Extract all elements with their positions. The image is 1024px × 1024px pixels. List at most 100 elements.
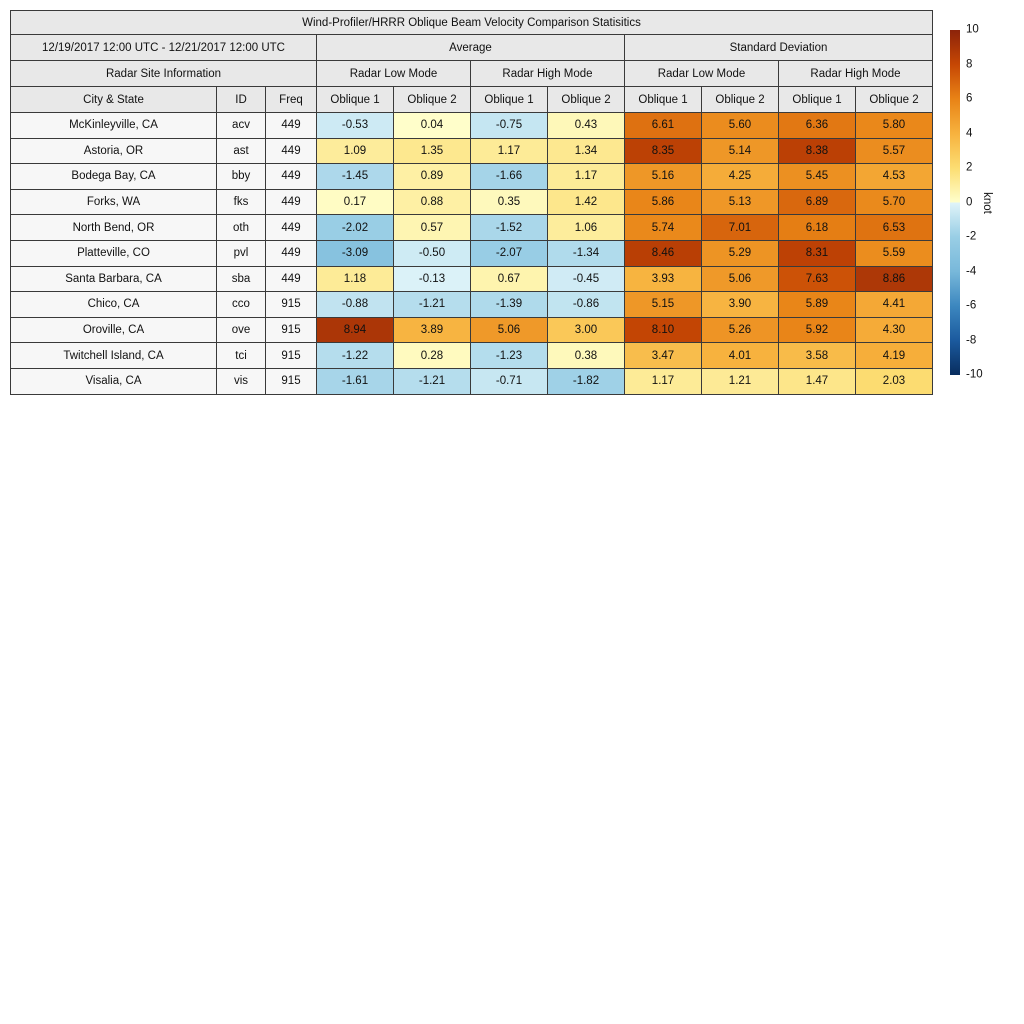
site-id-cell: oth xyxy=(216,214,266,241)
city-cell: Twitchell Island, CA xyxy=(10,342,217,369)
value-cell: 8.10 xyxy=(624,316,702,344)
value-cell: 6.61 xyxy=(624,112,702,139)
value-cell: 5.89 xyxy=(778,291,856,318)
value-cell: 4.19 xyxy=(855,342,933,369)
city-cell: Astoria, OR xyxy=(10,137,217,165)
value-cell: -0.86 xyxy=(547,291,625,318)
colorbar-tick-label: -10 xyxy=(966,368,983,381)
value-cell: 7.63 xyxy=(778,265,856,293)
value-cell: 1.42 xyxy=(547,188,625,216)
value-cell: 3.58 xyxy=(778,342,856,369)
value-cell: 0.43 xyxy=(547,112,625,139)
table-row: Bodega Bay, CA bby 449 -1.45 0.89 -1.66 1.17 5.… xyxy=(10,163,933,190)
value-cell: 1.17 xyxy=(470,137,548,165)
value-cell: 5.06 xyxy=(701,265,779,293)
table-row: Chico, CA cco 915 -0.88 -1.21 -1.39 -0.86 5.15 3… xyxy=(10,291,933,318)
site-id-cell: cco xyxy=(216,291,266,318)
value-cell: -1.45 xyxy=(316,163,394,190)
value-cell: 3.90 xyxy=(701,291,779,318)
value-cell: 5.92 xyxy=(778,316,856,344)
colorbar-unit-label: knot xyxy=(981,191,993,214)
freq-cell: 449 xyxy=(265,214,317,241)
value-cell: 5.80 xyxy=(855,112,933,139)
freq-cell: 449 xyxy=(265,163,317,190)
freq-cell: 915 xyxy=(265,316,317,344)
stats-table: Wind-Profiler/HRRR Oblique Beam Velocity… xyxy=(10,10,933,395)
value-cell: 1.17 xyxy=(624,367,702,395)
city-cell: Santa Barbara, CA xyxy=(10,265,217,293)
date-range: 12/19/2017 12:00 UTC - 12/21/2017 12:00 … xyxy=(10,34,317,61)
oblique2-header: Oblique 2 xyxy=(855,86,933,113)
std-low-mode-header: Radar Low Mode xyxy=(624,60,779,87)
colorbar-tick-label: -6 xyxy=(966,299,977,312)
freq-cell: 915 xyxy=(265,367,317,395)
value-cell: -1.22 xyxy=(316,342,394,369)
value-cell: 0.28 xyxy=(393,342,471,369)
value-cell: 1.18 xyxy=(316,265,394,293)
value-cell: 5.70 xyxy=(855,188,933,216)
avg-low-mode-header: Radar Low Mode xyxy=(316,60,471,87)
site-id-cell: bby xyxy=(216,163,266,190)
value-cell: 6.36 xyxy=(778,112,856,139)
group-header-row: 12/19/2017 12:00 UTC - 12/21/2017 12:00 … xyxy=(10,34,933,61)
value-cell: 5.06 xyxy=(470,316,548,344)
value-cell: 5.59 xyxy=(855,239,933,267)
city-cell: North Bend, OR xyxy=(10,214,217,241)
site-id-cell: sba xyxy=(216,265,266,293)
table-row: McKinleyville, CA acv 449 -0.53 0.04 -0.75 0.4… xyxy=(10,112,933,139)
value-cell: 4.41 xyxy=(855,291,933,318)
value-cell: 0.35 xyxy=(470,188,548,216)
value-cell: 1.35 xyxy=(393,137,471,165)
value-cell: 0.67 xyxy=(470,265,548,293)
table-row: North Bend, OR oth 449 -2.02 0.57 -1.52 1.06 5.… xyxy=(10,214,933,241)
city-cell: Visalia, CA xyxy=(10,367,217,395)
freq-cell: 449 xyxy=(265,239,317,267)
value-cell: 5.45 xyxy=(778,163,856,190)
value-cell: 5.26 xyxy=(701,316,779,344)
site-id-cell: vis xyxy=(216,367,266,395)
value-cell: 5.14 xyxy=(701,137,779,165)
value-cell: -0.53 xyxy=(316,112,394,139)
value-cell: 0.38 xyxy=(547,342,625,369)
table-body: McKinleyville, CA acv 449 -0.53 0.04 -0.75 0.4… xyxy=(10,112,933,395)
colorbar: 10 8 6 4 2 0 -2 -4 -6 -8 -10 knot xyxy=(950,24,993,380)
table-row: Forks, WA fks 449 0.17 0.88 0.35 1.42 5.86 5.13 6… xyxy=(10,188,933,216)
value-cell: -1.39 xyxy=(470,291,548,318)
value-cell: 0.04 xyxy=(393,112,471,139)
city-cell: Chico, CA xyxy=(10,291,217,318)
colorbar-tick-label: -8 xyxy=(966,333,977,346)
oblique1-header: Oblique 1 xyxy=(624,86,702,113)
site-id-cell: tci xyxy=(216,342,266,369)
value-cell: 5.29 xyxy=(701,239,779,267)
value-cell: -1.82 xyxy=(547,367,625,395)
value-cell: 8.35 xyxy=(624,137,702,165)
value-cell: 8.31 xyxy=(778,239,856,267)
value-cell: 5.60 xyxy=(701,112,779,139)
value-cell: 5.15 xyxy=(624,291,702,318)
value-cell: 2.03 xyxy=(855,367,933,395)
value-cell: 5.74 xyxy=(624,214,702,241)
table-row: Astoria, OR ast 449 1.09 1.35 1.17 1.34 8.35 5.1… xyxy=(10,137,933,165)
table-row: Visalia, CA vis 915 -1.61 -1.21 -0.71 -1.82 1.1… xyxy=(10,367,933,395)
city-cell: Platteville, CO xyxy=(10,239,217,267)
value-cell: 3.89 xyxy=(393,316,471,344)
colorbar-tick-label: 8 xyxy=(966,57,973,70)
value-cell: -0.88 xyxy=(316,291,394,318)
value-cell: 8.86 xyxy=(855,265,933,293)
site-id-cell: pvl xyxy=(216,239,266,267)
value-cell: -1.21 xyxy=(393,367,471,395)
value-cell: 8.38 xyxy=(778,137,856,165)
value-cell: 1.06 xyxy=(547,214,625,241)
value-cell: -1.23 xyxy=(470,342,548,369)
table-row: Platteville, CO pvl 449 -3.09 -0.50 -2.07 -1.3… xyxy=(10,239,933,267)
value-cell: -1.66 xyxy=(470,163,548,190)
oblique1-header: Oblique 1 xyxy=(470,86,548,113)
site-id-cell: acv xyxy=(216,112,266,139)
freq-cell: 449 xyxy=(265,188,317,216)
site-id-cell: ast xyxy=(216,137,266,165)
value-cell: 6.89 xyxy=(778,188,856,216)
value-cell: 3.93 xyxy=(624,265,702,293)
avg-high-mode-header: Radar High Mode xyxy=(470,60,625,87)
table-row: Oroville, CA ove 915 8.94 3.89 5.06 3.00 8.10 5.… xyxy=(10,316,933,344)
